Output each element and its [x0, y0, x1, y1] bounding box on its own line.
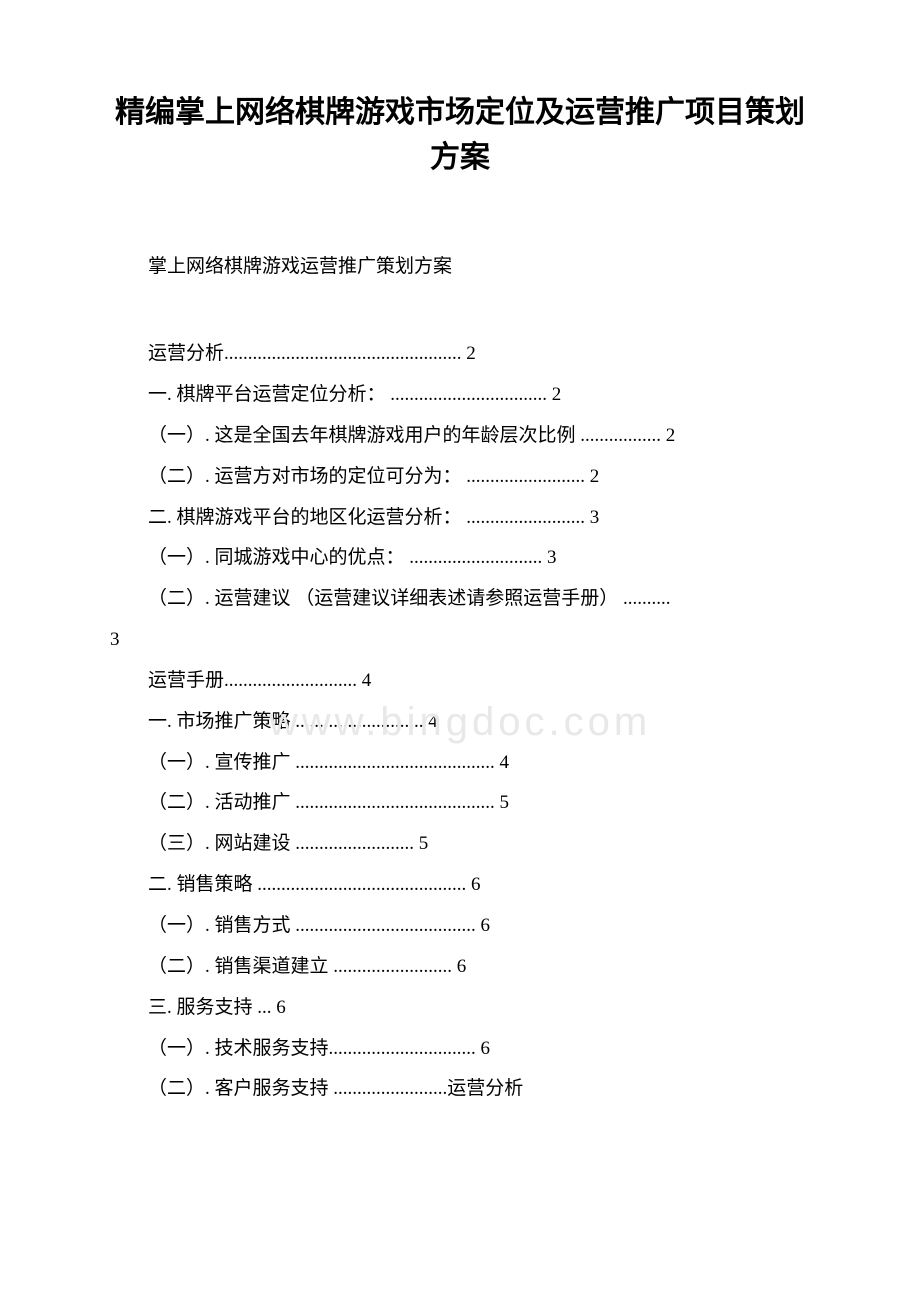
- toc-item: （二）. 活动推广 ..............................…: [110, 783, 810, 824]
- document-title: 精编掌上网络棋牌游戏市场定位及运营推广项目策划方案: [110, 90, 810, 180]
- toc-item-wrap: 3: [110, 620, 810, 661]
- toc-item: 运营手册............................ 4: [110, 661, 810, 702]
- toc-item: 三. 服务支持 ... 6: [110, 988, 810, 1029]
- toc-item: （二）. 客户服务支持 ........................运营分析: [110, 1069, 810, 1110]
- toc-item: 一. 棋牌平台运营定位分析： .........................…: [110, 375, 810, 416]
- toc-item: （一）. 销售方式 ..............................…: [110, 906, 810, 947]
- toc-item: （一）. 宣传推广 ..............................…: [110, 743, 810, 784]
- toc-item: （二）. 运营建议 （运营建议详细表述请参照运营手册） ..........: [110, 579, 810, 620]
- toc-item: 一. 市场推广策略 ........................... 4: [110, 702, 810, 743]
- toc-item: （一）. 同城游戏中心的优点： ........................…: [110, 538, 810, 579]
- toc-item: （一）. 技术服务支持.............................…: [110, 1029, 810, 1070]
- document-subtitle: 掌上网络棋牌游戏运营推广策划方案: [110, 250, 810, 284]
- toc-item: 二. 棋牌游戏平台的地区化运营分析： .....................…: [110, 498, 810, 539]
- toc-item: （二）. 销售渠道建立 ......................... 6: [110, 947, 810, 988]
- toc-item: （二）. 运营方对市场的定位可分为： .....................…: [110, 457, 810, 498]
- toc-item: 运营分析....................................…: [110, 334, 810, 375]
- toc-item: 二. 销售策略 ................................…: [110, 865, 810, 906]
- toc-item: （一）. 这是全国去年棋牌游戏用户的年龄层次比例 ...............…: [110, 416, 810, 457]
- toc-item: （三）. 网站建设 ......................... 5: [110, 824, 810, 865]
